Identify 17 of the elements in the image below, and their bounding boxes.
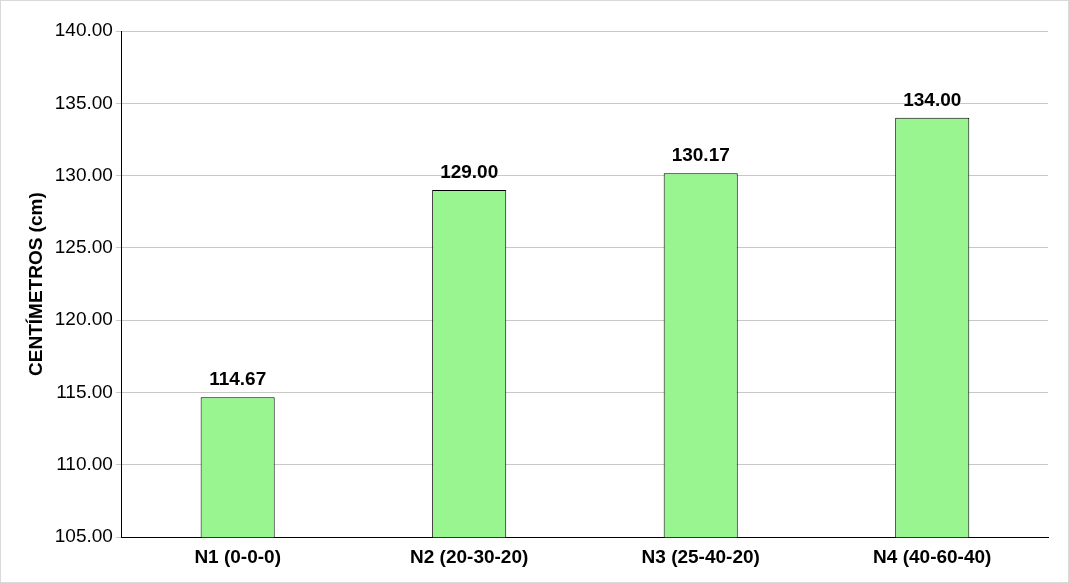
y-tick-label: 135.00 — [54, 91, 113, 113]
x-tick-label: N2 (20-30-20) — [410, 545, 529, 567]
y-tick-label: 130.00 — [54, 163, 113, 185]
data-label: 130.17 — [671, 143, 730, 165]
x-tick-label: N3 (25-40-20) — [641, 545, 760, 567]
y-tick-label: 125.00 — [54, 236, 113, 258]
data-label: 129.00 — [440, 160, 499, 182]
y-tick-label: 140.00 — [54, 19, 113, 41]
x-tick-label: N1 (0-0-0) — [194, 545, 281, 567]
y-axis-title: CENTÍMETROS (cm) — [24, 192, 46, 376]
y-tick-label: 110.00 — [56, 453, 113, 475]
x-tick-label: N4 (40-60-40) — [873, 545, 992, 567]
y-tick-label: 105.00 — [54, 525, 113, 547]
y-tick-label: 115.00 — [56, 380, 113, 402]
data-label: 114.67 — [209, 368, 267, 390]
data-label: 134.00 — [903, 88, 962, 110]
y-tick-label: 120.00 — [54, 308, 113, 330]
